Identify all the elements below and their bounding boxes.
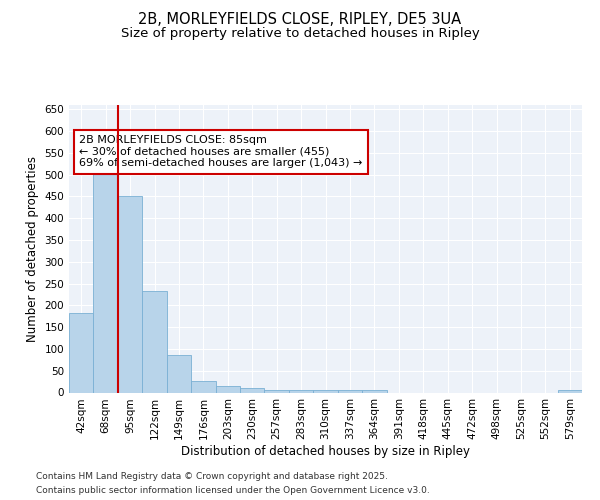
Bar <box>191 380 215 392</box>
Text: 2B MORLEYFIELDS CLOSE: 85sqm
← 30% of detached houses are smaller (455)
69% of s: 2B MORLEYFIELDS CLOSE: 85sqm ← 30% of de… <box>79 135 362 168</box>
Bar <box>69 313 94 392</box>
Text: Contains public sector information licensed under the Open Government Licence v3: Contains public sector information licen… <box>36 486 430 495</box>
Bar <box>338 390 362 392</box>
Text: 2B, MORLEYFIELDS CLOSE, RIPLEY, DE5 3UA: 2B, MORLEYFIELDS CLOSE, RIPLEY, DE5 3UA <box>139 12 461 28</box>
Bar <box>557 390 582 392</box>
Bar <box>362 390 386 392</box>
Bar <box>118 196 142 392</box>
Bar <box>313 390 338 392</box>
X-axis label: Distribution of detached houses by size in Ripley: Distribution of detached houses by size … <box>181 445 470 458</box>
Bar <box>289 390 313 392</box>
Bar <box>215 386 240 392</box>
Text: Contains HM Land Registry data © Crown copyright and database right 2025.: Contains HM Land Registry data © Crown c… <box>36 472 388 481</box>
Bar <box>94 166 118 392</box>
Bar <box>142 292 167 392</box>
Text: Size of property relative to detached houses in Ripley: Size of property relative to detached ho… <box>121 28 479 40</box>
Bar <box>240 388 265 392</box>
Bar <box>167 356 191 393</box>
Y-axis label: Number of detached properties: Number of detached properties <box>26 156 39 342</box>
Bar <box>265 390 289 392</box>
